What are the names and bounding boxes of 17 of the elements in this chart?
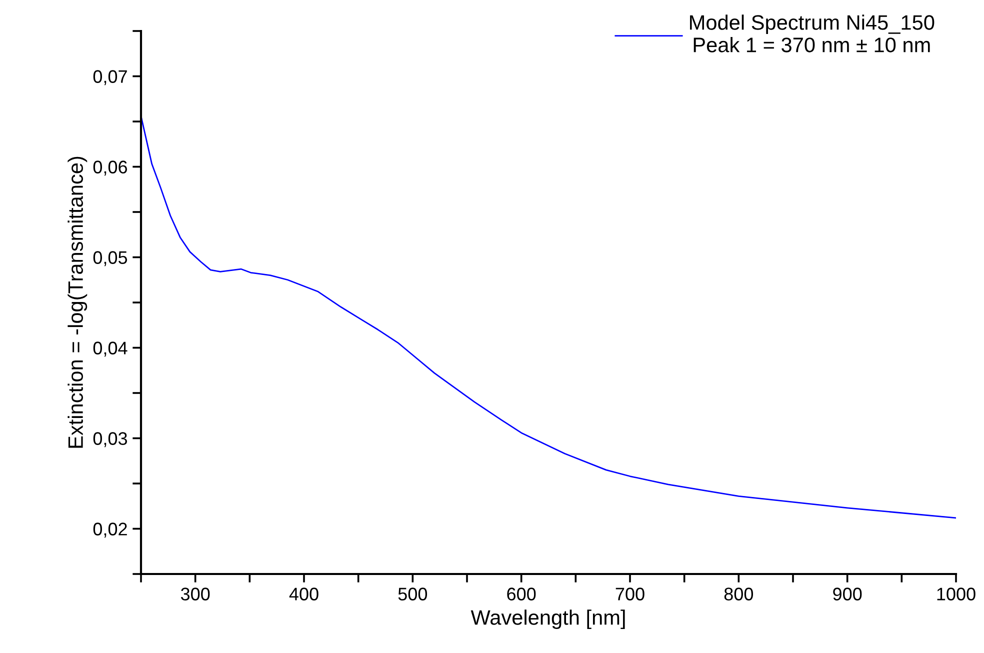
y-tick-label: 0,06 — [93, 160, 128, 176]
y-tick-label: 0,05 — [93, 251, 128, 266]
x-tick-label: 600 — [507, 588, 536, 600]
y-axis-title: Extinction = -log(Transmittance) — [68, 156, 88, 448]
x-tick-label: 1000 — [937, 588, 976, 600]
x-tick-label: 500 — [398, 588, 428, 600]
x-tick-label: 300 — [180, 588, 210, 600]
y-tick-label: 0,04 — [93, 342, 128, 357]
y-tick-label: 0,07 — [93, 70, 127, 86]
x-axis-title: Wavelength [nm] — [470, 610, 625, 629]
x-tick-label: 700 — [616, 588, 644, 600]
x-tick-label: 900 — [833, 588, 862, 600]
x-tick-label: 400 — [289, 588, 318, 600]
legend-label: Model Spectrum Ni45_150 Peak 1 = 370 nm ± 10 nm — [690, 14, 934, 52]
y-tick-label: 0,02 — [93, 522, 127, 538]
y-tick-label: 0,03 — [93, 432, 128, 448]
x-tick-label: 800 — [724, 588, 754, 600]
